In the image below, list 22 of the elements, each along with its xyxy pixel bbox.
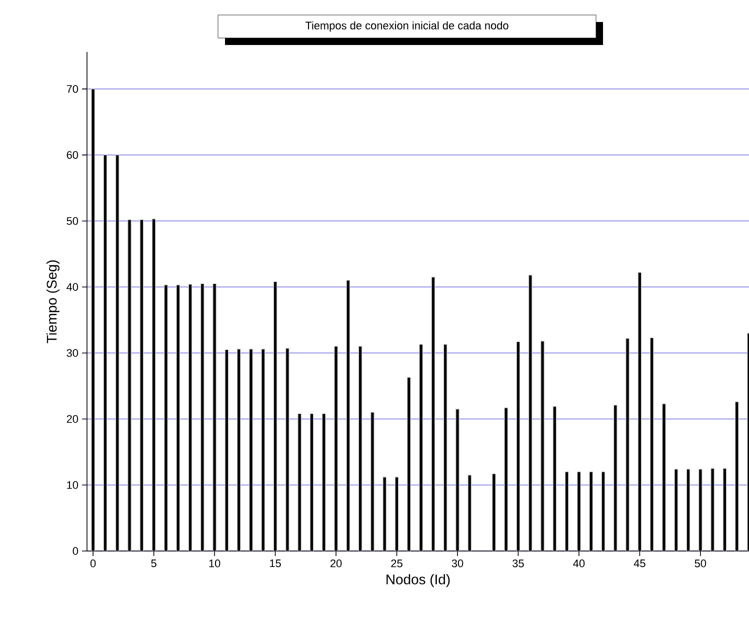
y-tick-label: 50 — [66, 217, 78, 225]
x-tick-label: 5 — [151, 560, 156, 568]
x-tick-label: 20 — [330, 560, 342, 568]
x-tick-label: 0 — [90, 560, 96, 568]
y-tick-label: 0 — [72, 547, 78, 555]
y-tick-label: 70 — [66, 85, 78, 93]
chart-title: Tiempos de conexion inicial de cada nodo — [305, 21, 508, 32]
x-tick-label: 45 — [634, 560, 646, 568]
x-tick-label: 30 — [452, 560, 464, 568]
x-tick-label: 50 — [694, 560, 706, 568]
x-tick-label: 40 — [573, 560, 585, 568]
y-axis-title: Tiempo (Seg) — [46, 260, 60, 344]
y-tick-label: 10 — [67, 481, 78, 489]
y-tick-label: 30 — [66, 349, 78, 357]
y-tick-label: 60 — [66, 151, 78, 159]
y-tick-label: 40 — [66, 283, 78, 291]
x-tick-label: 10 — [209, 560, 220, 568]
x-axis-title: Nodos (Id) — [386, 574, 450, 588]
x-tick-label: 35 — [512, 560, 524, 568]
x-tick-label: 25 — [391, 560, 402, 568]
x-tick-label: 15 — [270, 560, 281, 568]
y-tick-label: 20 — [66, 415, 78, 423]
